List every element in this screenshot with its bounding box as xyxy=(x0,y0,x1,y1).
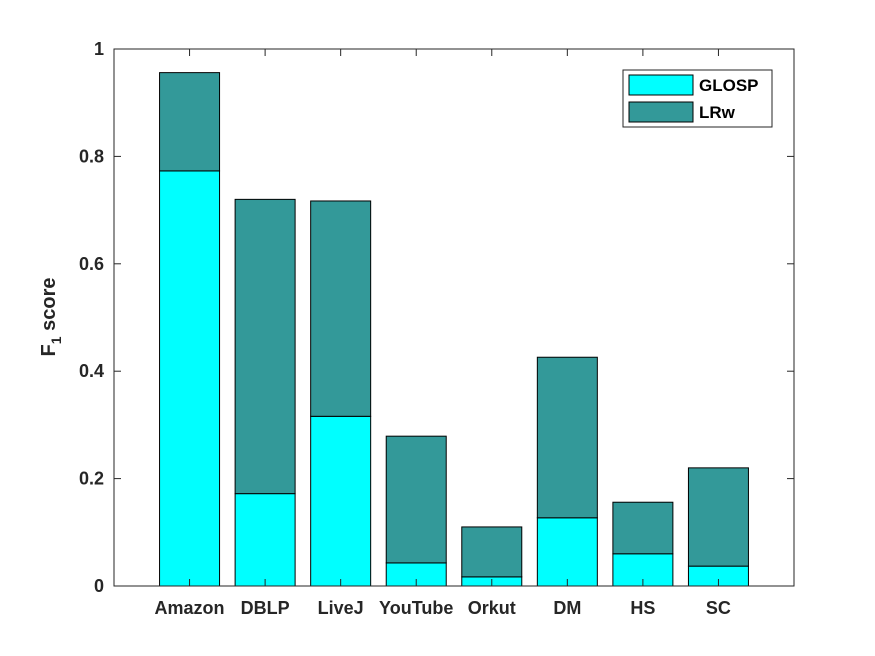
y-axis-label-rest: score xyxy=(38,278,60,337)
bar-glosp-livej xyxy=(310,415,372,587)
bar-glosp-dm xyxy=(536,517,598,587)
x-tick-label-livej: LiveJ xyxy=(318,598,364,618)
axes-group xyxy=(113,48,795,587)
x-tick-label-youtube: YouTube xyxy=(379,598,453,618)
legend-swatch-lrw xyxy=(628,101,694,123)
y-tick-labels: 0 0.2 0.4 0.6 0.8 1 xyxy=(79,39,104,596)
legend-label-lrw: LRw xyxy=(699,103,736,122)
plot-area xyxy=(114,49,794,586)
legend: GLOSP LRw xyxy=(622,69,773,128)
axes-box xyxy=(113,48,795,587)
bar-lrw-dm xyxy=(536,356,598,519)
legend-swatch-glosp xyxy=(628,74,694,96)
y-tick-label: 0.6 xyxy=(79,254,104,274)
x-tick-label-dblp: DBLP xyxy=(241,598,290,618)
x-tick-labels: Amazon DBLP LiveJ YouTube Orkut DM HS SC xyxy=(155,598,731,618)
y-tick-label: 0.2 xyxy=(79,469,104,489)
x-tick-label-hs: HS xyxy=(630,598,655,618)
bar-lrw-amazon xyxy=(159,72,221,172)
y-tick-label: 0.4 xyxy=(79,361,104,381)
y-tick-label: 1 xyxy=(94,39,104,59)
bar-lrw-hs xyxy=(612,501,674,555)
bar-lrw-livej xyxy=(310,200,372,417)
y-tick-label: 0.8 xyxy=(79,146,104,166)
legend-label-glosp: GLOSP xyxy=(699,76,759,95)
y-axis-label-subscript: 1 xyxy=(48,336,64,344)
x-tick-label-dm: DM xyxy=(553,598,581,618)
bar-glosp-dblp xyxy=(234,493,296,587)
x-tick-label-orkut: Orkut xyxy=(468,598,516,618)
bar-lrw-youtube xyxy=(385,435,447,564)
bars-group xyxy=(159,72,749,587)
x-tick-label-amazon: Amazon xyxy=(155,598,225,618)
bar-lrw-dblp xyxy=(234,198,296,495)
bar-glosp-amazon xyxy=(159,170,221,587)
y-tick-label: 0 xyxy=(94,576,104,596)
bar-lrw-sc xyxy=(687,467,749,567)
y-axis-label-main: F xyxy=(38,344,60,356)
x-tick-label-sc: SC xyxy=(706,598,731,618)
y-axis-label: F1 score xyxy=(38,278,64,357)
bar-lrw-orkut xyxy=(461,526,523,578)
